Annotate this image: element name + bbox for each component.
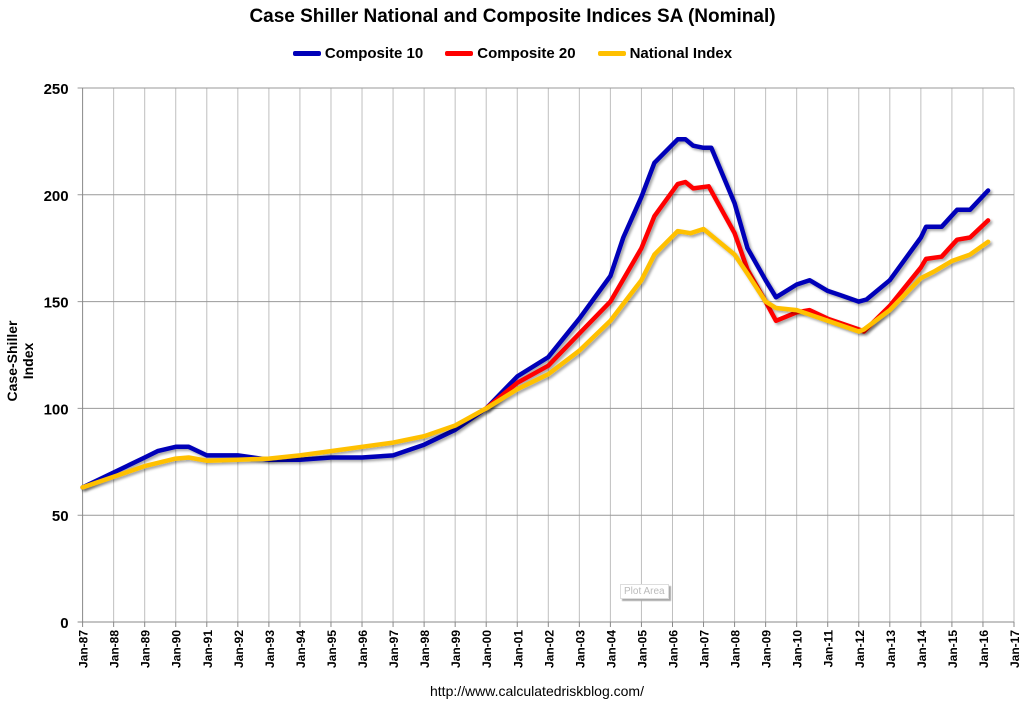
x-tick-label: Jan-14 [915, 630, 929, 668]
x-tick-label: Jan-98 [418, 630, 432, 668]
x-tick-label: Jan-88 [108, 630, 122, 668]
legend-item-composite-20: Composite 20 [445, 45, 576, 62]
legend-item-national-index: National Index [597, 45, 733, 62]
x-tick-label: Jan-01 [511, 630, 525, 668]
x-tick-label: Jan-06 [666, 630, 680, 668]
x-tick-label: Jan-05 [635, 630, 649, 668]
source-url: http://www.calculatedriskblog.com/ [430, 683, 644, 699]
x-tick-label: Jan-11 [822, 630, 836, 668]
x-tick-label: Jan-13 [884, 630, 898, 668]
legend-swatch [292, 51, 321, 56]
x-tick-label: Jan-90 [170, 630, 184, 668]
x-tick-label: Jan-08 [729, 630, 743, 668]
x-tick-label: Jan-94 [294, 630, 308, 668]
y-tick-label: 250 [44, 81, 69, 98]
legend-swatch [445, 51, 474, 56]
x-tick-label: Jan-07 [698, 630, 712, 668]
x-tick-label: Jan-95 [325, 630, 339, 668]
x-tick-label: Jan-00 [480, 630, 494, 668]
x-tick-label: Jan-97 [387, 630, 401, 668]
y-tick-label: 0 [60, 615, 68, 632]
x-tick-label: Jan-12 [853, 630, 867, 668]
y-tick-label: 100 [44, 401, 69, 418]
legend-item-composite-10: Composite 10 [292, 45, 424, 62]
x-tick-label: Jan-89 [139, 630, 153, 668]
y-tick-label: 150 [44, 295, 69, 312]
x-tick-label: Jan-15 [946, 630, 960, 668]
x-tick-label: Jan-17 [1008, 630, 1022, 668]
y-tick-label: 200 [44, 188, 69, 205]
series-line-national-index [80, 226, 991, 490]
x-tick-label: Jan-91 [201, 630, 215, 668]
x-tick-label: Jan-03 [573, 630, 587, 668]
x-tick-label: Jan-93 [263, 630, 277, 668]
x-tick-label: Jan-09 [760, 630, 774, 668]
y-tick-label: 50 [52, 508, 69, 525]
x-tick-label: Jan-99 [449, 630, 463, 668]
x-tick-label: Jan-10 [791, 630, 805, 668]
x-tick-label: Jan-87 [77, 630, 91, 668]
legend-label: Composite 20 [477, 45, 576, 62]
chart-title: Case Shiller National and Composite Indi… [249, 6, 776, 27]
legend-label: Composite 10 [324, 45, 424, 62]
plot-area-tooltip: Plot Area [620, 584, 669, 599]
series-line-composite-10 [80, 137, 991, 490]
legend: Composite 10 Composite 20 National Index [0, 45, 1025, 62]
legend-label: National Index [629, 45, 733, 62]
x-tick-label: Jan-92 [232, 630, 246, 668]
x-tick-label: Jan-96 [356, 630, 370, 668]
x-tick-label: Jan-02 [542, 630, 556, 668]
legend-swatch [597, 51, 626, 56]
x-tick-label: Jan-16 [977, 630, 991, 668]
x-tick-label: Jan-04 [604, 630, 618, 668]
